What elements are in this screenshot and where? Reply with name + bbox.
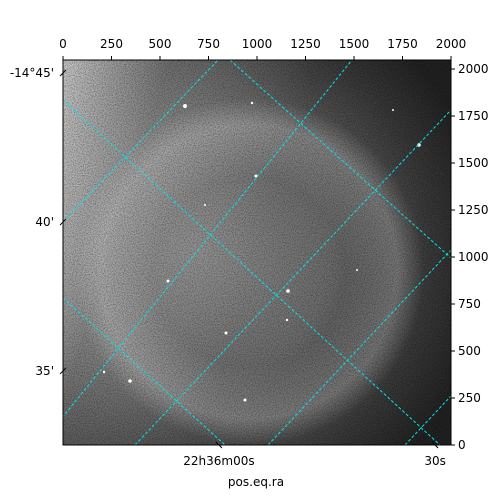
y-tick-label: 250 [458,391,481,405]
x-tick-label: 1500 [339,37,370,51]
x-tick-label: 1750 [387,37,418,51]
x-tick-label: 500 [149,37,172,51]
y-tick-label: 0 [458,438,466,452]
y-tick-label: 500 [458,344,481,358]
dec-tick-label: -14°45' [10,66,54,80]
x-tick-label: 1000 [242,37,273,51]
coordinate-grid [63,60,451,445]
dec-tick [59,218,67,226]
x-tick-label: 2000 [436,37,467,51]
x-tick-label: 750 [197,37,220,51]
dec-tick-label: 40' [35,215,54,229]
x-tick-label: 1250 [290,37,321,51]
ra-tick-label: 22h36m00s [183,454,254,468]
dec-tick [59,367,67,375]
y-tick-label: 1500 [458,156,489,170]
y-tick-label: 1750 [458,109,489,123]
dec-tick-label: 35' [35,364,54,378]
ra-tick [215,441,223,449]
image [63,60,451,445]
ra-tick-label: 30s [424,454,446,468]
x-tick-label: 0 [59,37,67,51]
dec-tick [59,69,67,77]
y-tick-label: 2000 [458,62,489,76]
y-tick-label: 1000 [458,250,489,264]
y-tick-label: 1250 [458,203,489,217]
ra-tick [431,441,439,449]
x-axis-label: pos.eq.ra [228,475,284,489]
y-tick-label: 750 [458,297,481,311]
x-tick-label: 250 [100,37,123,51]
